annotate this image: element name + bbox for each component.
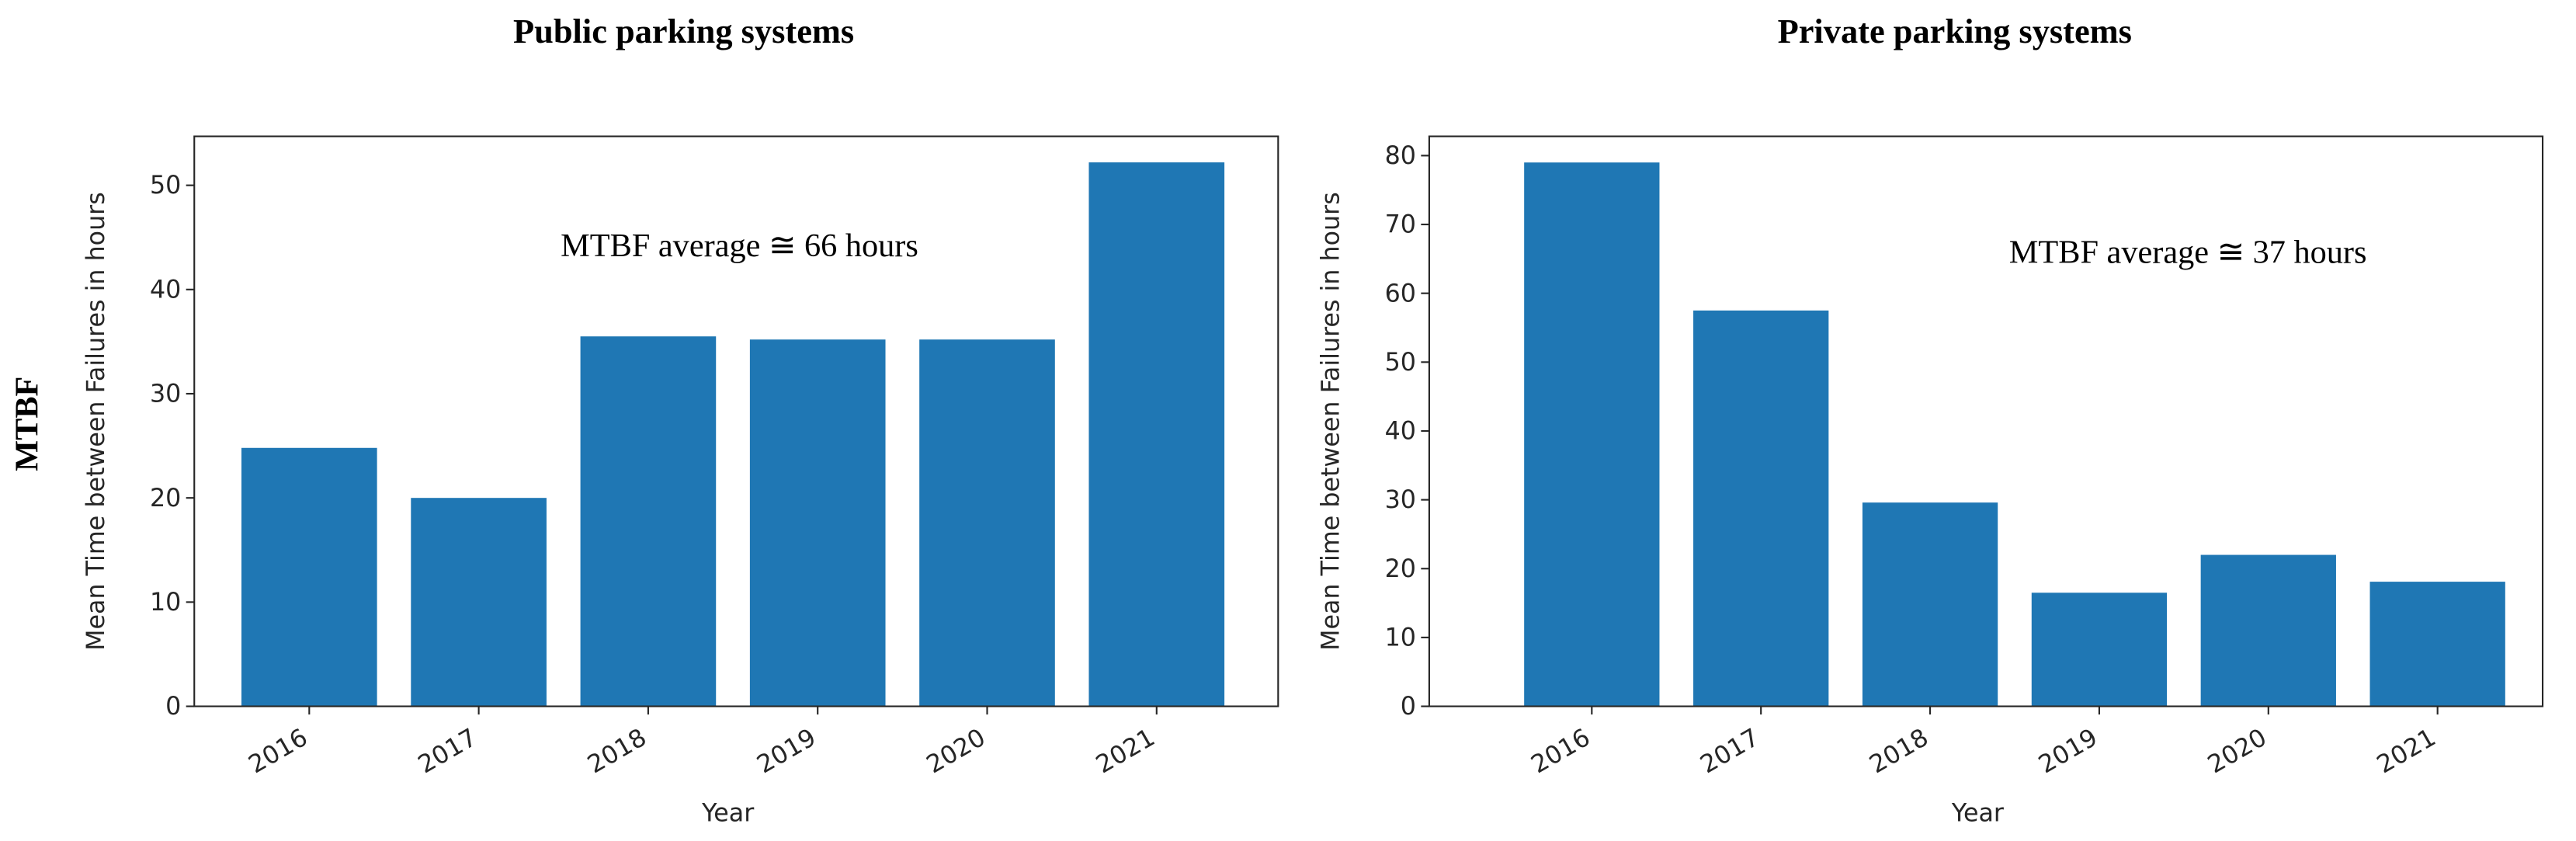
plot-frame <box>193 135 1279 707</box>
x-tick-label: 2020 <box>2203 724 2272 780</box>
y-tick-label: 40 <box>150 276 181 304</box>
y-tick-label: 20 <box>150 485 181 513</box>
bar <box>241 447 377 707</box>
bar <box>411 498 547 707</box>
y-tick-label: 50 <box>1385 349 1416 377</box>
y-tick-label: 40 <box>1385 418 1416 446</box>
x-tick-label: 2016 <box>1526 724 1595 780</box>
bar <box>2200 554 2336 707</box>
bar <box>580 336 717 707</box>
y-tick-label: 80 <box>1385 142 1416 170</box>
bar <box>919 339 1055 707</box>
y-tick-label: 30 <box>150 381 181 408</box>
y-axis-label: Mean Time between Failures in hours <box>1318 192 1345 651</box>
bar <box>2369 582 2505 707</box>
bar <box>1088 162 1225 707</box>
x-tick-label: 2021 <box>1092 724 1160 780</box>
y-axis-label: Mean Time between Failures in hours <box>82 192 110 651</box>
y-tick-label: 50 <box>150 172 181 200</box>
y-tick-label: 10 <box>150 589 181 617</box>
x-tick-label: 2021 <box>2373 724 2441 780</box>
chart-title: Public parking systems <box>513 12 854 50</box>
bar <box>1862 502 1998 707</box>
y-tick-label: 0 <box>1401 693 1416 721</box>
x-axis-label: Year <box>701 800 755 828</box>
y-tick-label: 10 <box>1385 624 1416 652</box>
x-tick-label: 2020 <box>922 724 991 780</box>
x-tick-label: 2019 <box>2034 724 2102 780</box>
chart-title: Private parking systems <box>1778 12 2132 50</box>
x-tick-label: 2018 <box>1865 724 1933 780</box>
y-tick-label: 30 <box>1385 486 1416 514</box>
bar <box>1693 310 1829 707</box>
annotation: MTBF average ≅ 66 hours <box>561 228 918 264</box>
y-tick-label: 0 <box>165 693 181 721</box>
x-tick-label: 2017 <box>414 724 482 780</box>
annotation: MTBF average ≅ 37 hours <box>2009 234 2367 270</box>
x-axis-label: Year <box>1951 800 2005 828</box>
x-tick-label: 2019 <box>752 724 821 780</box>
bar <box>2031 593 2168 707</box>
y-tick-label: 20 <box>1385 555 1416 583</box>
bar <box>749 339 886 707</box>
y-tick-label: 60 <box>1385 280 1416 308</box>
x-tick-label: 2016 <box>244 724 312 780</box>
bar <box>1524 162 1660 707</box>
x-tick-label: 2018 <box>583 724 651 780</box>
plot-frame <box>1428 135 2544 707</box>
figure-label: MTBF <box>9 377 45 471</box>
y-tick-label: 70 <box>1385 211 1416 239</box>
x-tick-label: 2017 <box>1696 724 1764 780</box>
